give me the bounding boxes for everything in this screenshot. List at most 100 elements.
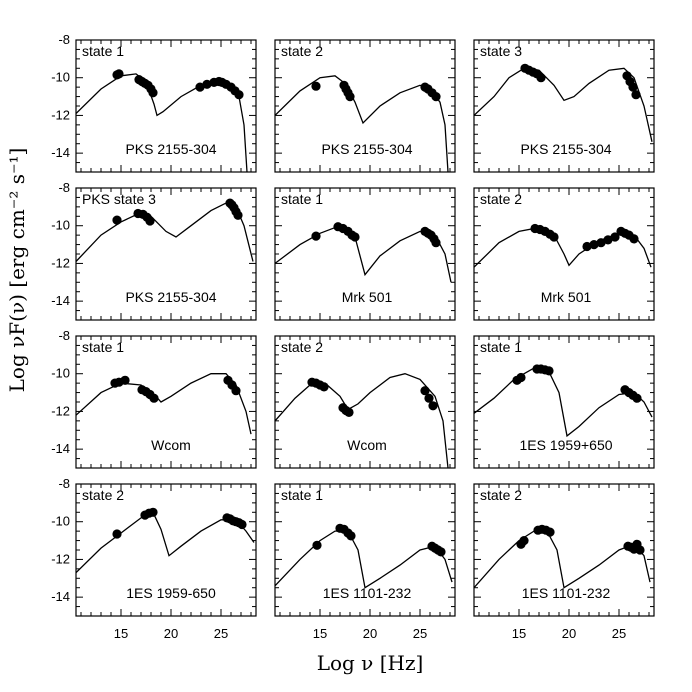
data-point bbox=[120, 375, 130, 385]
data-point bbox=[145, 216, 155, 226]
data-point bbox=[112, 529, 122, 539]
data-point bbox=[545, 527, 555, 537]
panel-state-label: state 2 bbox=[480, 191, 522, 207]
data-point bbox=[635, 545, 645, 555]
x-tick-label: 25 bbox=[612, 626, 626, 641]
panel-state-label: PKS state 3 bbox=[82, 191, 156, 207]
data-point bbox=[603, 235, 613, 245]
data-point bbox=[516, 372, 526, 383]
y-tick-label: -8 bbox=[58, 476, 70, 491]
x-tick-label: 20 bbox=[562, 626, 576, 641]
panel-state-label: state 1 bbox=[281, 487, 323, 503]
sed-panel: state 3 PKS 2155-304 bbox=[473, 39, 655, 173]
y-tick-label: -8 bbox=[58, 328, 70, 343]
y-tick-label: -10 bbox=[51, 218, 70, 233]
data-point bbox=[237, 519, 247, 530]
x-tick-label: 20 bbox=[363, 626, 377, 641]
panel-grid: -8 -10 -12 -14 state 1 PKS 2155-304 state 2 PKS… bbox=[51, 32, 655, 641]
data-point bbox=[231, 386, 241, 396]
panel-source-label: Wcom bbox=[347, 437, 387, 453]
x-tick-label: 15 bbox=[313, 626, 327, 641]
model-curve bbox=[474, 367, 653, 438]
panel-source-label: 1ES 1101-232 bbox=[323, 585, 412, 601]
x-tick-label: 20 bbox=[164, 626, 178, 641]
panel-state-label: state 2 bbox=[82, 487, 124, 503]
panel-source-label: PKS 2155-304 bbox=[125, 289, 216, 305]
model-curve bbox=[474, 530, 651, 589]
y-tick-label: -12 bbox=[51, 551, 70, 566]
data-point bbox=[112, 215, 122, 225]
data-point bbox=[610, 232, 620, 242]
model-curve bbox=[275, 530, 453, 589]
data-point bbox=[628, 82, 638, 92]
x-tick-label: 25 bbox=[214, 626, 228, 641]
data-point bbox=[596, 238, 606, 248]
panel-state-label: state 3 bbox=[480, 43, 522, 59]
data-point bbox=[632, 393, 642, 403]
model-curve bbox=[474, 67, 653, 142]
panel-source-label: 1ES 1959+650 bbox=[519, 437, 612, 453]
model-curve bbox=[76, 202, 254, 262]
data-point bbox=[631, 90, 641, 100]
data-point bbox=[195, 82, 205, 92]
sed-panel: state 2 Wcom bbox=[274, 335, 456, 469]
panel-state-label: state 1 bbox=[82, 339, 124, 355]
data-point bbox=[114, 69, 124, 79]
x-tick-label: 25 bbox=[413, 626, 427, 641]
data-point bbox=[346, 531, 356, 541]
sed-panel: state 1 1ES 1959+650 bbox=[473, 335, 655, 469]
panel-state-label: state 2 bbox=[281, 339, 323, 355]
data-point bbox=[312, 540, 322, 550]
panel-state-label: state 1 bbox=[480, 339, 522, 355]
panel-source-label: PKS 2155-304 bbox=[321, 141, 412, 157]
y-tick-label: -8 bbox=[58, 180, 70, 195]
sed-panel: -8 -10 -12 -14 state 1 PKS 2155-304 bbox=[51, 32, 257, 173]
data-point bbox=[319, 382, 329, 392]
y-tick-label: -12 bbox=[51, 255, 70, 270]
panel-source-label: PKS 2155-304 bbox=[125, 141, 216, 157]
panel-state-label: state 1 bbox=[82, 43, 124, 59]
panel-source-label: 1ES 1959-650 bbox=[126, 585, 216, 601]
data-point bbox=[202, 79, 212, 89]
data-point bbox=[234, 90, 244, 100]
data-point bbox=[629, 234, 639, 244]
data-point bbox=[582, 241, 592, 252]
sed-panel: -8 -10 -12 -14 PKS state 3 PKS 2155-304 bbox=[51, 180, 257, 321]
data-point bbox=[233, 210, 243, 220]
y-tick-label: -12 bbox=[51, 403, 70, 418]
x-tick-label: 15 bbox=[512, 626, 526, 641]
panel-source-label: Mrk 501 bbox=[342, 289, 393, 305]
sed-panel: state 2 Mrk 501 bbox=[473, 187, 655, 321]
data-point bbox=[431, 92, 441, 102]
panel-state-label: state 2 bbox=[480, 487, 522, 503]
y-tick-label: -14 bbox=[51, 589, 70, 604]
sed-panel: state 2 PKS 2155-304 bbox=[274, 39, 456, 173]
model-curve bbox=[76, 73, 248, 172]
data-point bbox=[424, 393, 434, 403]
x-axis-title: Log ν [Hz] bbox=[317, 651, 424, 675]
data-point bbox=[519, 536, 529, 546]
data-point bbox=[536, 73, 546, 83]
y-tick-label: -14 bbox=[51, 145, 70, 160]
data-point bbox=[148, 507, 158, 517]
panel-source-label: Mrk 501 bbox=[541, 289, 592, 305]
data-point bbox=[149, 393, 159, 403]
y-axis-title: Log νF(ν) [erg cm⁻² s⁻¹] bbox=[5, 148, 29, 393]
data-point bbox=[544, 366, 554, 376]
data-point bbox=[350, 232, 360, 242]
sed-panel: state 1 Mrk 501 bbox=[274, 187, 456, 321]
data-point bbox=[420, 386, 430, 396]
y-tick-label: -10 bbox=[51, 514, 70, 529]
sed-panel: -8 -10 -12 -14 state 1 Wcom bbox=[51, 328, 257, 469]
data-point bbox=[311, 231, 321, 241]
data-point bbox=[311, 81, 321, 91]
panel-state-label: state 2 bbox=[281, 43, 323, 59]
sed-panel: 15 20 25 state 1 1ES 1101-232 bbox=[274, 483, 456, 641]
panel-source-label: PKS 2155-304 bbox=[520, 141, 611, 157]
data-point bbox=[589, 240, 599, 250]
y-tick-label: -8 bbox=[58, 32, 70, 47]
y-tick-label: -14 bbox=[51, 293, 70, 308]
y-tick-label: -10 bbox=[51, 366, 70, 381]
sed-panel: -8 -10 -12 -14 15 20 25 state 2 1ES 1959-650 bbox=[51, 476, 257, 641]
